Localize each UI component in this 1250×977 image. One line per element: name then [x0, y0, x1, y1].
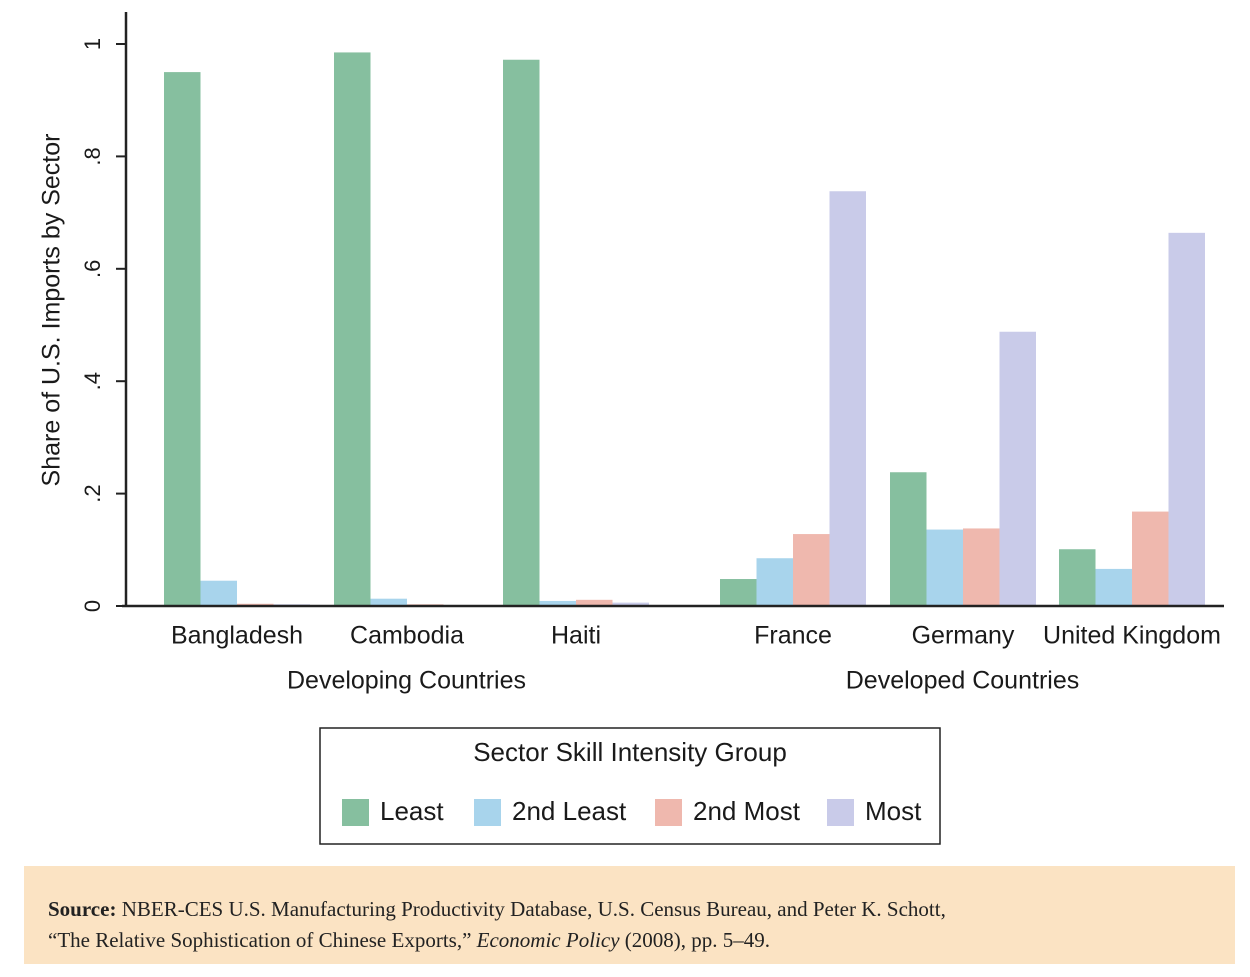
legend-item-label: Least — [380, 796, 444, 826]
bar-germany-2nd-least — [926, 529, 963, 606]
source-article: “The Relative Sophistication of Chinese … — [48, 928, 477, 952]
source-journal: Economic Policy — [476, 928, 620, 952]
source-line-2: “The Relative Sophistication of Chinese … — [48, 925, 1213, 956]
bar-france-2nd-least — [756, 558, 793, 606]
plot-area — [164, 52, 1205, 607]
bar-haiti-least — [503, 59, 540, 606]
x-group-label: Developed Countries — [846, 667, 1079, 695]
x-category-label: Germany — [912, 622, 1015, 650]
bar-united-kingdom-least — [1059, 549, 1096, 606]
x-category-label: Bangladesh — [171, 622, 303, 650]
y-tick-label: .4 — [80, 372, 105, 390]
legend-item-label: 2nd Least — [512, 796, 627, 826]
legend-swatch — [342, 799, 369, 826]
bar-germany-most — [999, 331, 1036, 606]
x-category-label: France — [754, 622, 832, 650]
x-category-label: Haiti — [551, 622, 601, 650]
bar-cambodia-2nd-least — [370, 598, 407, 606]
bar-chart: 0 .2 .4 .6 .8 1 Share of U.S. Imports by Sect… — [38, 12, 1224, 845]
category-labels: Bangladesh Cambodia Haiti France Germany Unit… — [171, 622, 1221, 650]
x-group-label: Developing Countries — [287, 667, 526, 695]
legend-title: Sector Skill Intensity Group — [473, 737, 787, 767]
legend: Sector Skill Intensity Group Least 2nd Le… — [319, 727, 941, 845]
source-line-1: Source: NBER-CES U.S. Manufacturing Prod… — [48, 894, 1213, 925]
bar-united-kingdom-most — [1168, 232, 1205, 606]
source-text: NBER-CES U.S. Manufacturing Productivity… — [121, 897, 946, 921]
y-tick-label: .6 — [80, 260, 105, 278]
bar-france-2nd-most — [793, 534, 830, 606]
bar-germany-2nd-most — [963, 528, 1000, 606]
x-category-label: United Kingdom — [1043, 622, 1221, 650]
legend-items: Least 2nd Least 2nd Most Most — [342, 796, 922, 826]
legend-swatch — [655, 799, 682, 826]
x-category-label: Cambodia — [350, 622, 464, 650]
bar-united-kingdom-2nd-most — [1132, 511, 1169, 606]
group-labels: Developing Countries Developed Countries — [287, 667, 1079, 695]
bar-bangladesh-2nd-least — [200, 580, 237, 606]
y-axis-label: Share of U.S. Imports by Sector — [38, 134, 66, 487]
bar-germany-least — [890, 472, 927, 606]
y-tick-label: 1 — [80, 38, 105, 50]
source-label: Source: — [48, 897, 117, 921]
y-tick-label: .2 — [80, 484, 105, 502]
y-tick-label: .8 — [80, 147, 105, 165]
bar-haiti-most — [612, 602, 649, 606]
bar-cambodia-least — [334, 52, 371, 607]
bar-france-most — [829, 191, 866, 606]
bar-united-kingdom-2nd-least — [1095, 568, 1132, 606]
bar-bangladesh-least — [164, 72, 201, 607]
legend-swatch — [827, 799, 854, 826]
bar-haiti-2nd-most — [576, 599, 613, 606]
source-pages: (2008), pp. 5–49. — [619, 928, 771, 952]
legend-swatch — [474, 799, 501, 826]
bar-france-least — [720, 579, 757, 606]
source-note: Source: NBER-CES U.S. Manufacturing Prod… — [24, 866, 1235, 964]
legend-item-label: Most — [865, 796, 922, 826]
legend-item-label: 2nd Most — [693, 796, 801, 826]
y-tick-label: 0 — [80, 600, 105, 612]
y-axis-ticks: 0 .2 .4 .6 .8 1 — [80, 38, 126, 612]
bar-haiti-2nd-least — [539, 600, 576, 606]
